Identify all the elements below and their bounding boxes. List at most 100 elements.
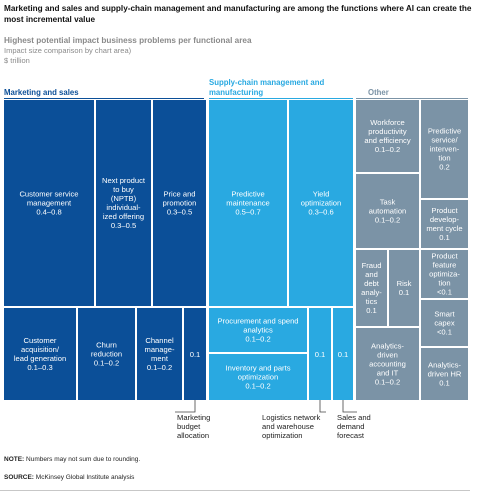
tile-outside-label: Sales and demand forecast	[337, 413, 371, 440]
treemap-tile-rect	[389, 250, 419, 326]
tile-value: 0.1–0.2	[375, 216, 400, 225]
tile-label: Predictive service/interven-tion	[428, 127, 461, 163]
leader-line	[342, 400, 357, 413]
treemap-tile-rect	[153, 100, 206, 306]
treemap-tile: Workforce productivity and efficiency0.1–0…	[356, 100, 419, 172]
treemap-tile-rect	[356, 100, 419, 172]
treemap-tile-rect	[421, 348, 468, 400]
leader-line	[319, 400, 326, 413]
treemap-tile-rect	[421, 300, 468, 346]
note-text: Numbers may not sum due to rounding.	[26, 456, 141, 463]
size-note: Impact size comparison by chart area)	[4, 46, 132, 55]
tile-label: Procurement and spend analytics	[217, 317, 298, 335]
tile-value: 0.1–0.3	[27, 363, 52, 372]
treemap-tile: Product feature optimiza-tion<0.1	[421, 250, 468, 298]
treemap-tile: 0.1 Marketing budget allocation	[175, 308, 210, 440]
tile-value: 0.3–0.5	[111, 221, 136, 230]
treemap-tile: Analytics-driven HR0.1	[421, 348, 468, 400]
tile-label: Analytics-driven accounting and IT	[369, 342, 406, 378]
treemap-tile-rect	[421, 200, 468, 248]
tile-value: 0.1	[439, 233, 450, 242]
tile-label: Inventory and parts optimization	[225, 364, 290, 382]
tile-label: Workforce productivity and efficiency	[364, 118, 410, 145]
treemap-tile-rect	[289, 100, 353, 306]
tile-value: 0.3–0.6	[308, 208, 333, 217]
tile-label: Price and promotion	[163, 190, 197, 208]
tile-value: 0.1	[439, 379, 450, 388]
chart-units: Impact size comparison by chart area) $ …	[4, 46, 131, 66]
treemap-tile-rect	[209, 308, 307, 352]
tile-value: 0.1–0.2	[375, 378, 400, 387]
tile-value: 0.5–0.7	[235, 208, 260, 217]
group-rule-other	[356, 98, 468, 99]
tile-value: 0.1–0.2	[245, 382, 270, 391]
treemap-tile: Next product to buy (NPTB) individual-ized …	[96, 100, 151, 306]
tile-label: Product feature optimiza-tion	[429, 252, 460, 288]
treemap-tile-rect	[4, 308, 76, 400]
group-rule-supply-chain	[209, 98, 353, 99]
chart-title: Marketing and sales and supply-chain man…	[4, 4, 472, 24]
tile-value: 0.1	[366, 306, 377, 315]
treemap-tile-rect	[333, 308, 353, 400]
tile-value: 0.1	[399, 288, 410, 297]
treemap-tile-rect	[137, 308, 182, 400]
tile-value: <0.1	[437, 328, 452, 337]
treemap-tile-rect	[96, 100, 151, 306]
note: NOTE: Numbers may not sum due to roundin…	[4, 456, 140, 463]
tile-outside-label: Marketing budget allocation	[177, 413, 210, 440]
tile-label: Analytics-driven HR	[428, 361, 462, 379]
treemap-tile: Customer acquisition/lead generation0.1–0…	[4, 308, 76, 400]
source-label: SOURCE:	[4, 474, 34, 481]
source-text: McKinsey Global Institute analysis	[35, 474, 135, 481]
tile-value: 0.1–0.2	[94, 359, 119, 368]
note-label: NOTE:	[4, 456, 25, 463]
treemap-tile-rect	[78, 308, 135, 400]
tile-label: Predictive maintenance	[226, 190, 269, 208]
treemap-tile-rect	[356, 174, 419, 248]
leader-line	[175, 400, 196, 413]
group-header-supply-chain: Supply-chain management and manufacturin…	[209, 78, 325, 97]
tile-value: 0.1	[190, 350, 201, 359]
tile-label: Product develop-ment cycle	[426, 206, 462, 233]
tile-value: 0.3–0.5	[167, 208, 192, 217]
tile-value: <0.1	[437, 288, 452, 297]
tile-label: Task automation	[369, 198, 407, 216]
treemap-tile-rect	[209, 100, 287, 306]
tile-label: Smart capex	[434, 310, 455, 328]
tile-label: Customer acquisition/lead generation	[14, 336, 66, 363]
tile-value: 0.1–0.2	[147, 363, 172, 372]
tile-value: 0.1–0.2	[245, 335, 270, 344]
tile-label: Fraud and debt analy-tics	[361, 261, 382, 306]
tile-label: Customer service management	[19, 190, 78, 208]
treemap-tile-rect	[356, 328, 419, 400]
tile-label: Channel manage-ment	[145, 336, 175, 363]
source: SOURCE: McKinsey Global Institute analys…	[4, 474, 134, 481]
tile-label: Yield optimization	[301, 190, 342, 208]
treemap-tile-rect	[184, 308, 206, 400]
treemap-tile: 0.1 Sales and demand forecast	[333, 308, 371, 440]
treemap-tile: Analytics-driven accounting and IT0.1–0.2	[356, 328, 419, 400]
treemap-tile-rect	[209, 354, 307, 400]
tile-outside-label: Logistics network and warehouse optimizati…	[262, 413, 320, 440]
tile-value: 0.1	[315, 350, 326, 359]
treemap-tile-rect	[309, 308, 331, 400]
tile-value: 0.1–0.2	[375, 145, 400, 154]
treemap-tile: 0.1 Logistics network and warehouse optimiz…	[262, 308, 331, 440]
chart-subtitle: Highest potential impact business proble…	[4, 36, 252, 45]
unit-label: $ trillion	[4, 56, 30, 65]
tile-label: Churn reduction	[91, 341, 122, 359]
